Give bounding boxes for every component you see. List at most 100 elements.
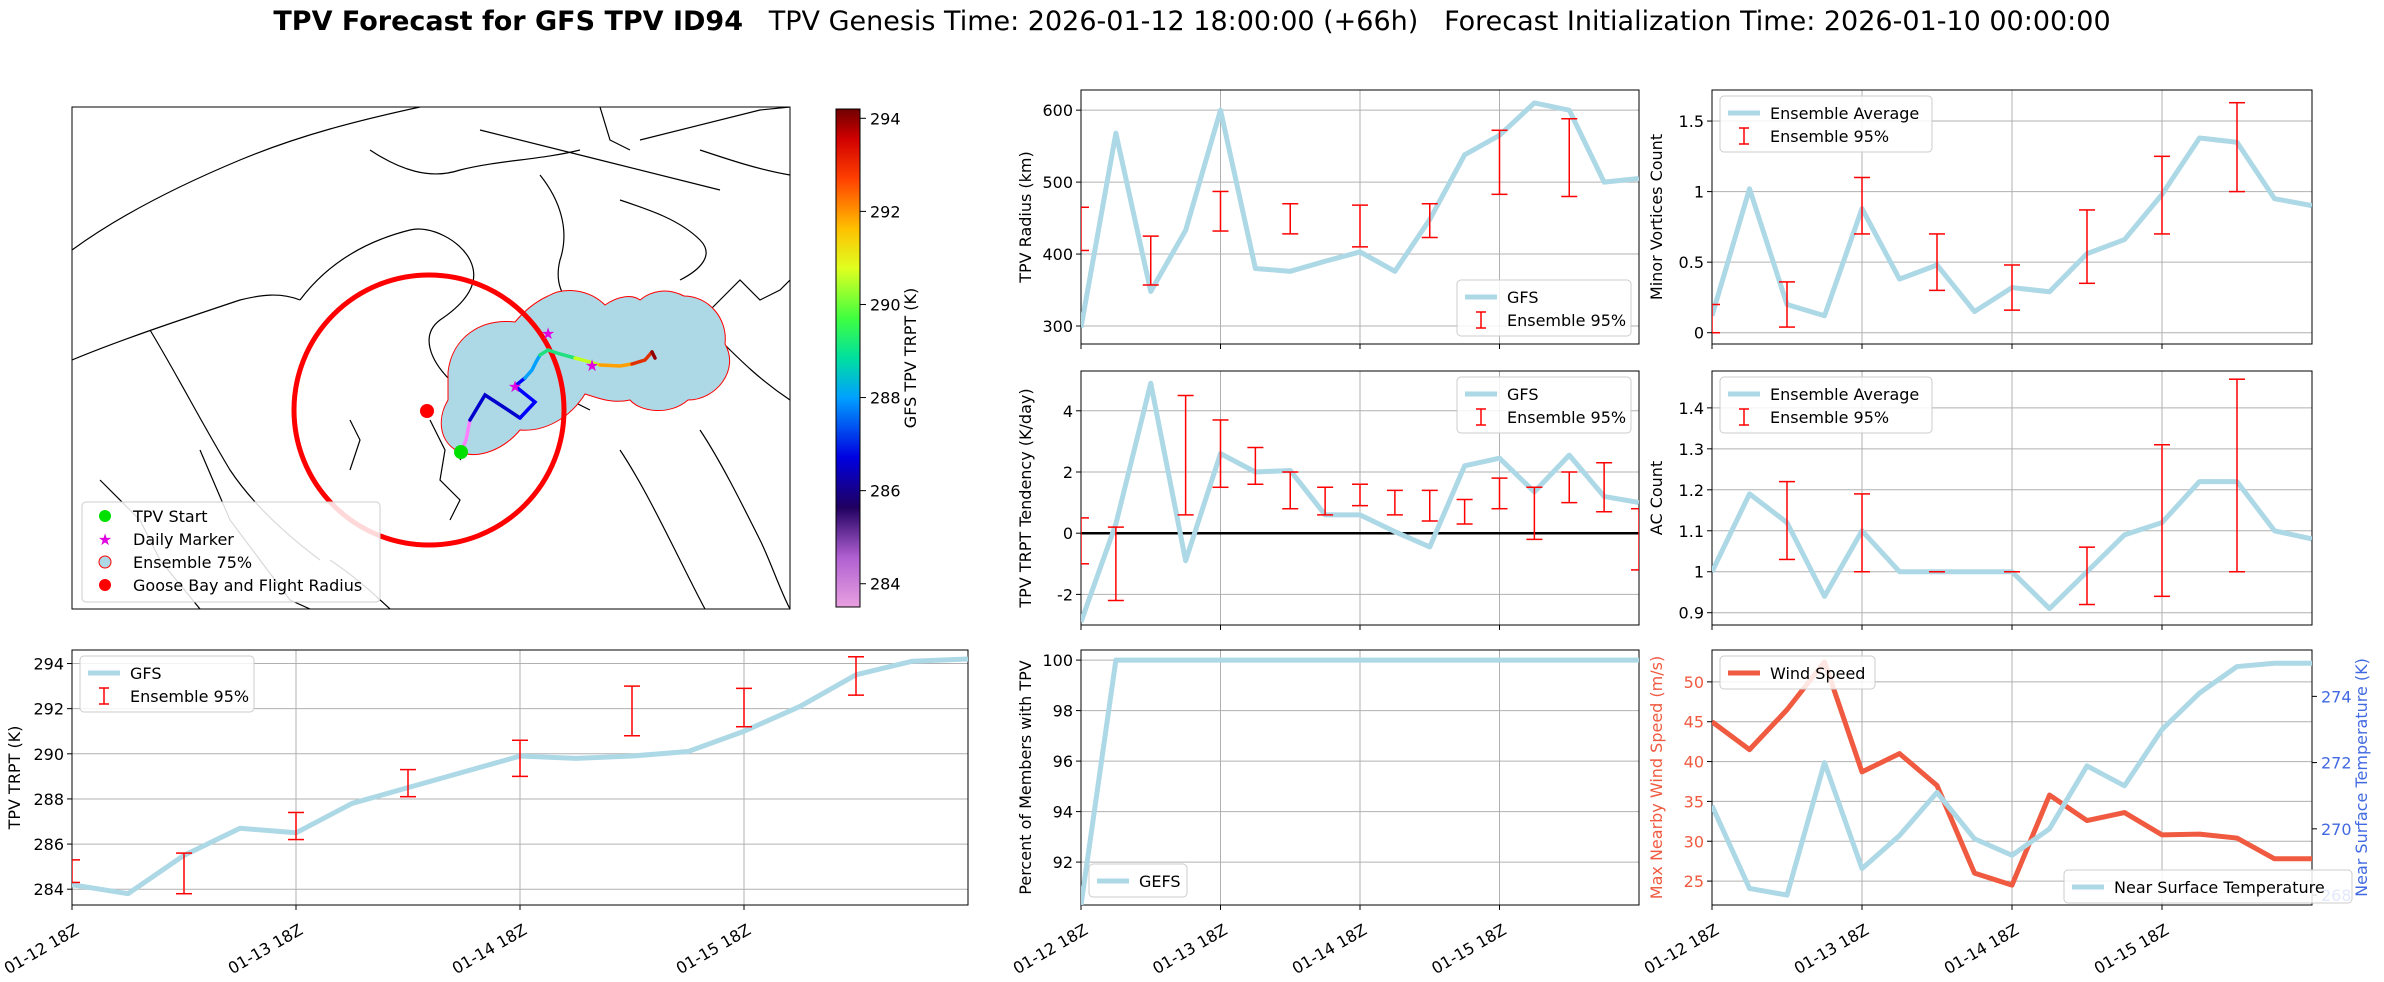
y-tick-label: 1.1 bbox=[1679, 522, 1704, 541]
trpt-chart: 01-12 18Z 01-13 18Z 01-14 18Z 01-15 18Z 284 2… bbox=[1, 649, 969, 978]
percent-members-chart: 01-12 18Z 01-13 18Z 01-14 18Z 01-15 18Z 92 94… bbox=[1010, 649, 1640, 978]
x-tick-label: 01-14 18Z bbox=[449, 920, 530, 978]
legend-box bbox=[1456, 279, 1632, 337]
x-tick-label: 01-14 18Z bbox=[1289, 920, 1370, 978]
y-tick-label: 1.4 bbox=[1679, 399, 1704, 418]
daily-marker-2: ★ bbox=[541, 324, 555, 343]
legend-label: GFS bbox=[130, 664, 161, 683]
y-tick-label: 288 bbox=[33, 790, 64, 809]
legend: GFS Ensemble 95% bbox=[1456, 279, 1632, 337]
legend: Wind Speed bbox=[1719, 655, 1876, 690]
svg-text:★: ★ bbox=[98, 530, 112, 549]
errorbar bbox=[1631, 507, 1639, 571]
figure-title: TPV Forecast for GFS TPV ID94 TPV Genesi… bbox=[0, 6, 2384, 37]
y-tick-label: 4 bbox=[1063, 402, 1073, 421]
errorbar bbox=[1081, 206, 1089, 252]
y-tick-label: 40 bbox=[1684, 753, 1704, 772]
flight-radius-circle bbox=[291, 272, 567, 548]
errorbar bbox=[72, 859, 80, 884]
plot-frame bbox=[1711, 370, 2313, 626]
daily-marker-3: ★ bbox=[585, 356, 599, 375]
y-tick-label-right: 272 bbox=[2321, 754, 2352, 773]
y-tick-label: -2 bbox=[1057, 585, 1073, 604]
tendency-chart: -2 0 2 4 TPV TRPT Tendency (K/day) GFS Ensembl… bbox=[1016, 370, 1640, 630]
y-tick-label: 300 bbox=[1042, 317, 1073, 336]
errorbar bbox=[288, 811, 304, 841]
errorbar bbox=[1212, 190, 1229, 232]
legend-label: Ensemble 95% bbox=[1507, 311, 1626, 330]
y-tick-label: 290 bbox=[33, 745, 64, 764]
errorbar bbox=[2229, 101, 2245, 193]
legend-label: Ensemble 95% bbox=[130, 687, 249, 706]
legend-box bbox=[2063, 869, 2353, 904]
legend-label: GFS bbox=[1507, 288, 1538, 307]
y-tick-label: 1.5 bbox=[1679, 112, 1704, 131]
plot-area bbox=[1712, 101, 2312, 334]
errorbar bbox=[176, 852, 192, 895]
legend-box bbox=[1719, 376, 1933, 434]
map-legend-daily: Daily Marker bbox=[133, 530, 234, 549]
y-tick-label: 1.3 bbox=[1679, 440, 1704, 459]
errorbar bbox=[1712, 303, 1720, 334]
errorbar bbox=[1352, 483, 1368, 507]
errorbar bbox=[1421, 489, 1438, 522]
errorbar bbox=[1317, 486, 1334, 516]
legend: Near Surface Temperature bbox=[2063, 869, 2353, 904]
errorbar bbox=[1779, 480, 1795, 561]
minor-vortices-chart: 0 0.5 1 1.5 Minor Vortices Count Ensemble Ave… bbox=[1647, 89, 2313, 349]
errorbar bbox=[1929, 233, 1945, 292]
errorbar bbox=[2229, 378, 2245, 573]
x-tick-label: 01-14 18Z bbox=[1941, 920, 2022, 978]
errorbar bbox=[1854, 493, 1870, 573]
y-tick-label: 500 bbox=[1042, 173, 1073, 192]
y-tick-label: 0.9 bbox=[1679, 604, 1704, 623]
series-line bbox=[1712, 660, 2312, 898]
x-tick-label: 01-15 18Z bbox=[2091, 920, 2172, 978]
errorbar bbox=[512, 739, 528, 778]
errorbar bbox=[1081, 517, 1089, 565]
y-axis-label: Minor Vortices Count bbox=[1647, 134, 1666, 300]
y-tick-label: 98 bbox=[1053, 702, 1073, 721]
errorbar bbox=[624, 685, 640, 737]
legend-box bbox=[1719, 655, 1876, 690]
y-axis-label: TPV TRPT Tendency (K/day) bbox=[1016, 388, 1035, 608]
errorbar bbox=[2154, 443, 2170, 598]
colorbar-tick-label: 288 bbox=[870, 389, 901, 408]
map-legend: ★ TPV Start Daily Marker Ensemble 75% Go… bbox=[81, 501, 381, 603]
y-tick-label: 1.2 bbox=[1679, 481, 1704, 500]
y-tick-label: 1 bbox=[1694, 183, 1704, 202]
plot-frame bbox=[1711, 89, 2313, 345]
legend-box bbox=[1088, 863, 1188, 898]
errorbar bbox=[1854, 176, 1870, 235]
errorbar bbox=[1282, 471, 1299, 510]
y-tick-label-right: 274 bbox=[2321, 687, 2352, 706]
errorbar bbox=[1247, 446, 1264, 485]
legend-box bbox=[79, 655, 255, 713]
legend: GFS Ensemble 95% bbox=[1456, 376, 1632, 434]
colorbar: 284 286 288 290 292 294 GFS TPV TRPT (K) bbox=[835, 108, 920, 608]
radius-chart: 300 400 500 600 TPV Radius (km) GFS Ensemble 9… bbox=[1016, 89, 1640, 349]
legend: Ensemble Average Ensemble 95% bbox=[1719, 376, 1933, 434]
legend: Ensemble Average Ensemble 95% bbox=[1719, 95, 1933, 153]
y-tick-label: 92 bbox=[1053, 853, 1073, 872]
y-tick-label: 50 bbox=[1684, 673, 1704, 692]
colorbar-tick-label: 290 bbox=[870, 295, 901, 314]
legend-label: Ensemble Average bbox=[1770, 104, 1919, 123]
y-tick-label: 286 bbox=[33, 835, 64, 854]
errorbar bbox=[1561, 118, 1578, 198]
y-tick-label-right: 270 bbox=[2321, 820, 2352, 839]
legend: GFS Ensemble 95% bbox=[79, 655, 255, 713]
tpv-start-marker bbox=[454, 445, 468, 459]
errorbar bbox=[1177, 394, 1194, 516]
y-tick-label: 284 bbox=[33, 880, 64, 899]
legend-label: Ensemble 95% bbox=[1770, 127, 1889, 146]
y-axis-label: Max Nearby Wind Speed (m/s) bbox=[1647, 656, 1666, 899]
legend: GEFS bbox=[1088, 863, 1188, 898]
colorbar-tick-label: 286 bbox=[870, 482, 901, 501]
legend-label: Ensemble 95% bbox=[1507, 408, 1626, 427]
x-tick-label: 01-15 18Z bbox=[673, 920, 754, 978]
errorbar bbox=[736, 687, 752, 728]
y-axis-label-right: Near Surface Temperature (K) bbox=[2352, 658, 2371, 897]
x-tick-label: 01-13 18Z bbox=[1791, 920, 1872, 978]
